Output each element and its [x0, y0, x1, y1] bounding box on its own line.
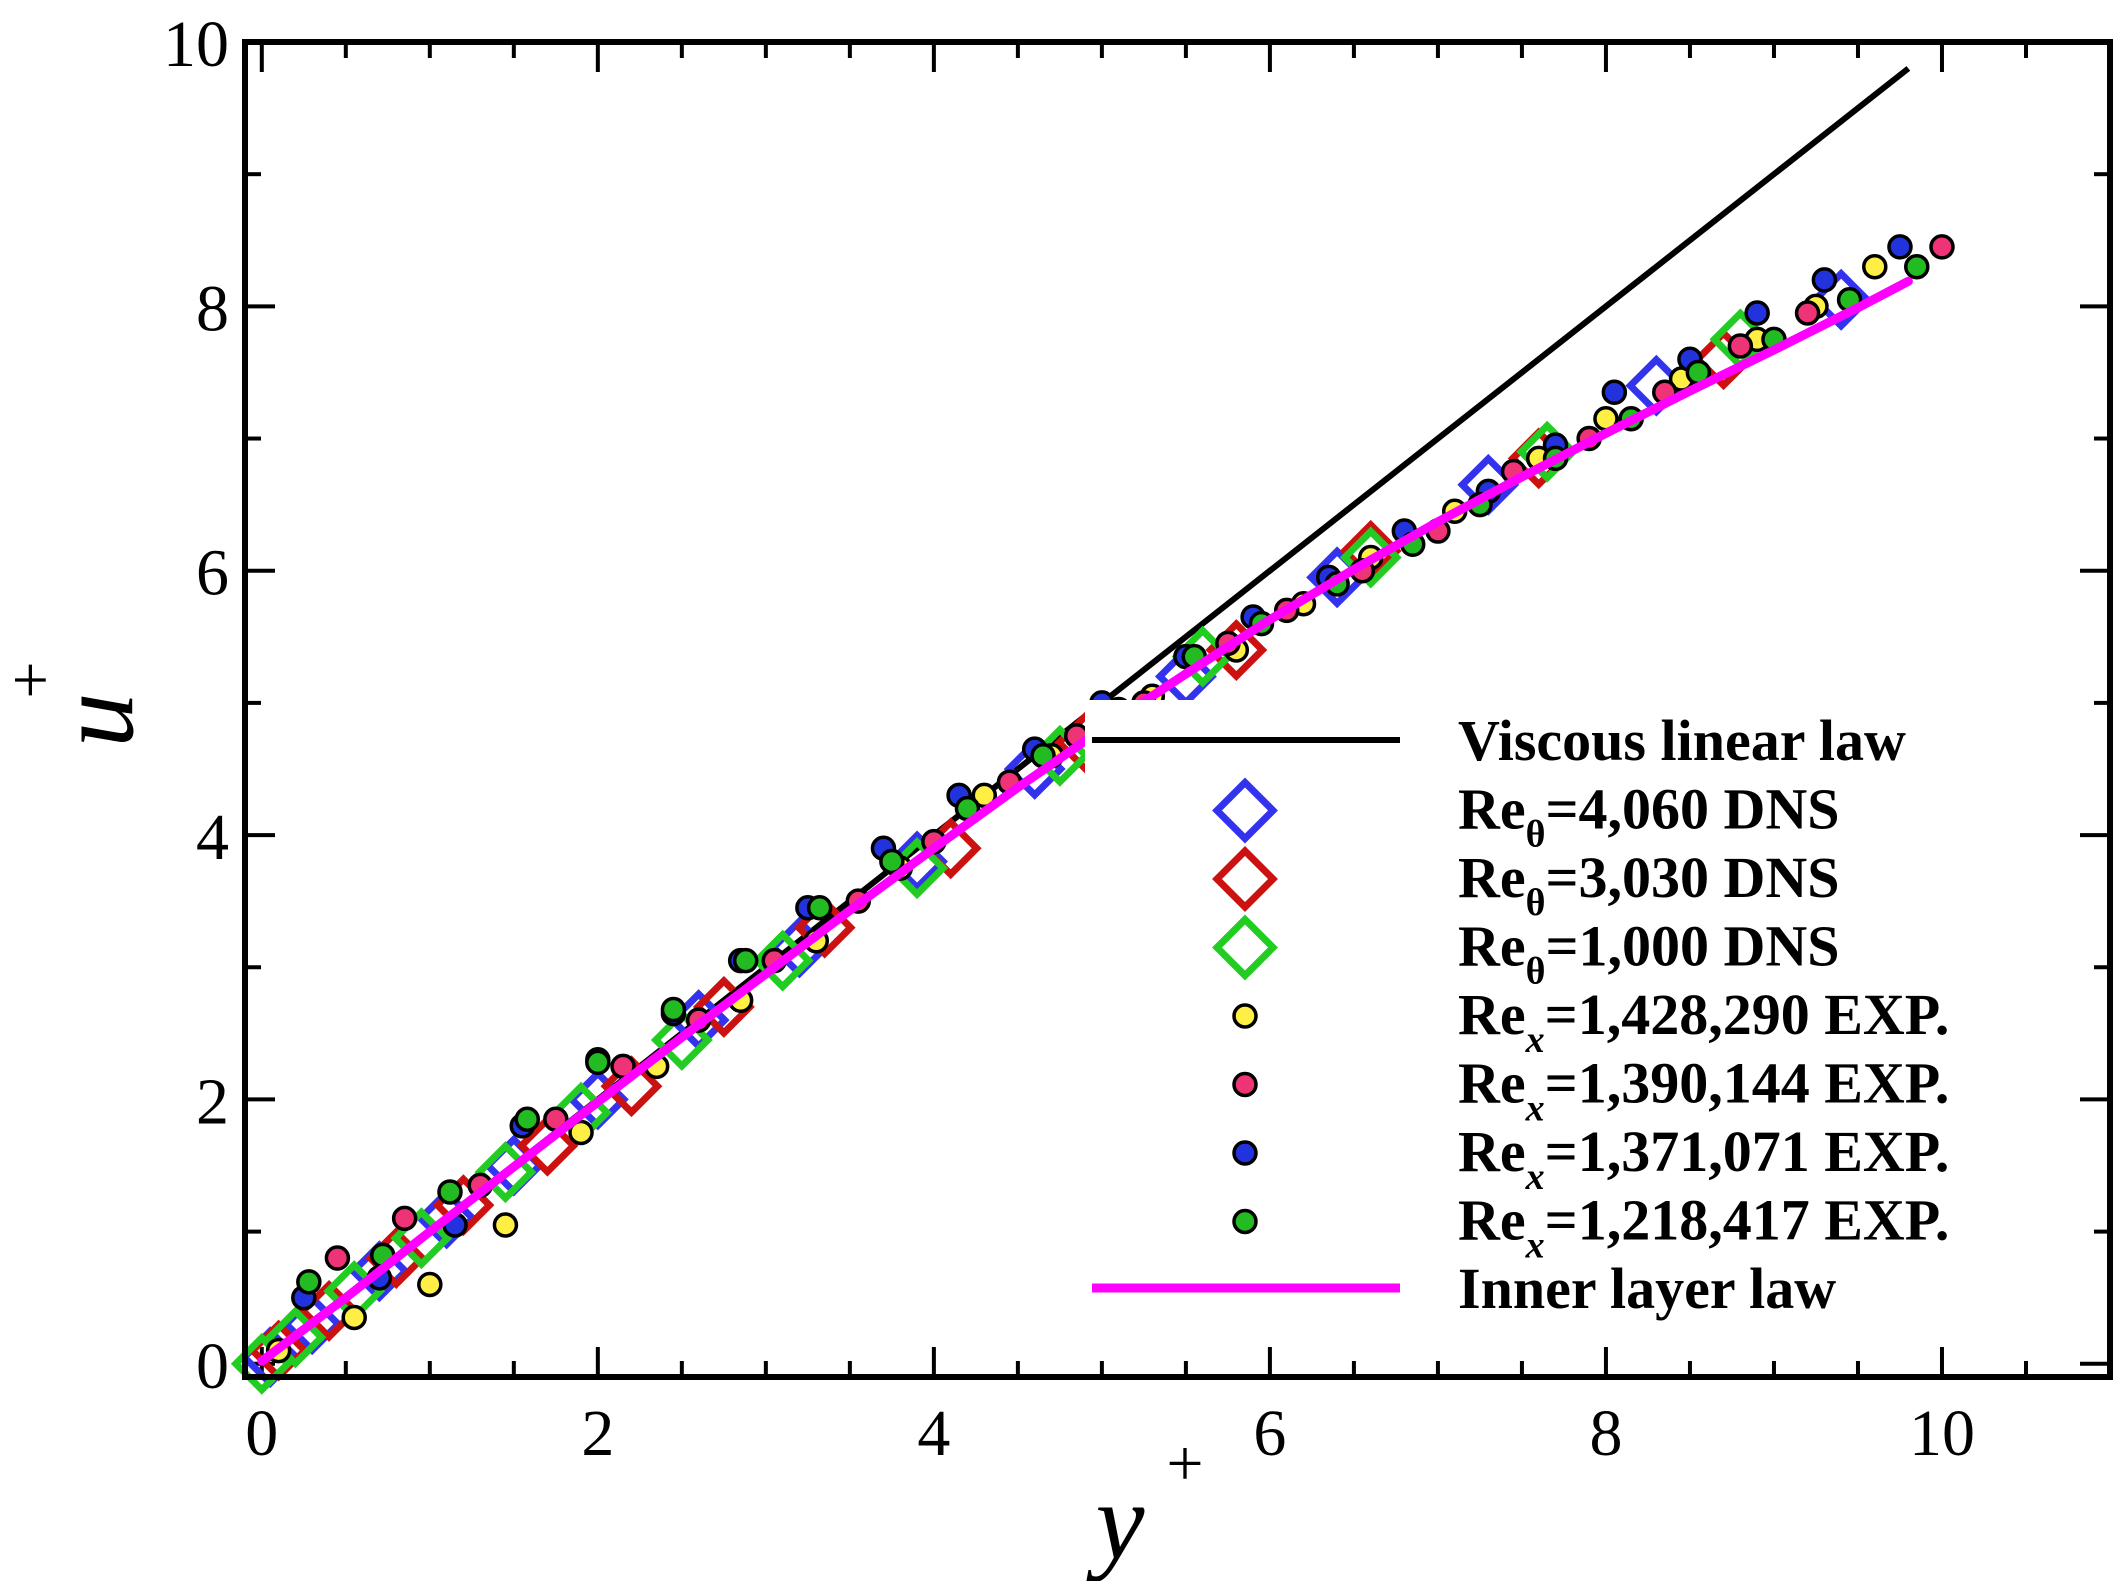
- x-tick-label: 6: [1253, 1397, 1286, 1470]
- exp-marker-0: [568, 1119, 594, 1146]
- exp-marker-0: [417, 1271, 443, 1298]
- x-tick-label: 4: [917, 1397, 950, 1470]
- x-tick-label: 8: [1589, 1397, 1622, 1470]
- plot-frame: [242, 39, 2113, 1380]
- dns-marker-1: [516, 1114, 579, 1177]
- exp-marker-2: [1601, 379, 1628, 406]
- exp-marker-2: [1811, 267, 1838, 293]
- legend-entry-label: Reθ=4,060 DNS: [1458, 777, 1840, 856]
- exp-marker-3: [660, 996, 687, 1023]
- exp-marker-0: [341, 1304, 367, 1331]
- exp-marker-3: [437, 1179, 463, 1205]
- legend-entry-label: Reθ=1,000 DNS: [1458, 914, 1840, 993]
- y-tick-label: 0: [196, 1330, 229, 1403]
- y-tick-label: 8: [196, 272, 229, 345]
- exp-marker-3: [296, 1269, 322, 1295]
- legend-entry-label: Reθ=3,030 DNS: [1458, 845, 1840, 924]
- y-tick-label: 6: [196, 537, 229, 610]
- exp-marker-3: [806, 895, 833, 921]
- exp-marker-2: [1744, 300, 1770, 326]
- x-tick-label: 2: [581, 1397, 614, 1470]
- exp-marker-3: [514, 1106, 541, 1133]
- tick-labels: 0 2 4 6 8 10 0 2 4 6 8 10: [163, 8, 1975, 1470]
- x-axis-title: y: [1086, 1460, 1145, 1581]
- legend-entry-label: Rex=1,390,144 EXP.: [1458, 1051, 1949, 1130]
- legend-dot-symbol: [1232, 1003, 1258, 1029]
- y-axis-title: u: [34, 693, 156, 748]
- dns-marker-1: [600, 1055, 663, 1118]
- x-tick-label: 0: [245, 1397, 278, 1470]
- legend-dot-symbol: [1232, 1140, 1258, 1166]
- legend-entry-label: Viscous linear law: [1458, 708, 1906, 773]
- exp-marker-1: [1929, 234, 1955, 260]
- y-tick-label: 10: [163, 8, 229, 81]
- data-series: [230, 66, 1955, 1395]
- exp-marker-3: [879, 848, 905, 875]
- exp-marker-0: [492, 1212, 519, 1238]
- exp-marker-1: [391, 1205, 418, 1232]
- exp-marker-1: [324, 1245, 351, 1271]
- legend-entry-label: Rex=1,218,417 EXP.: [1458, 1188, 1949, 1267]
- x-axis-title-sup: +: [1166, 1427, 1203, 1500]
- legend-diamond-symbol: [1212, 914, 1278, 981]
- legend-diamond-symbol: [1212, 846, 1278, 912]
- y-axis-title-sup: +: [0, 661, 67, 698]
- legend-dot-symbol: [1232, 1208, 1258, 1235]
- legend-entry-label: Inner layer law: [1458, 1256, 1836, 1321]
- y-tick-label: 4: [196, 801, 229, 874]
- exp-marker-0: [1862, 253, 1888, 280]
- legend-dot-symbol: [1232, 1071, 1258, 1098]
- exp-marker-1: [1727, 333, 1754, 359]
- dns-marker-2: [264, 1306, 327, 1369]
- legend-entry-label: Rex=1,371,071 EXP.: [1458, 1119, 1949, 1198]
- exp-marker-3: [585, 1049, 611, 1076]
- y-tick-label: 2: [196, 1065, 229, 1138]
- legend-diamond-symbol: [1212, 777, 1278, 844]
- exp-marker-3: [1904, 253, 1930, 280]
- exp-marker-2: [1887, 234, 1913, 260]
- y-axis-title-group: u +: [0, 661, 156, 747]
- legend-entry-label: Rex=1,428,290 EXP.: [1458, 982, 1949, 1061]
- x-tick-label: 10: [1909, 1397, 1975, 1470]
- exp-marker-1: [1794, 300, 1821, 326]
- exp-marker-3: [732, 947, 759, 974]
